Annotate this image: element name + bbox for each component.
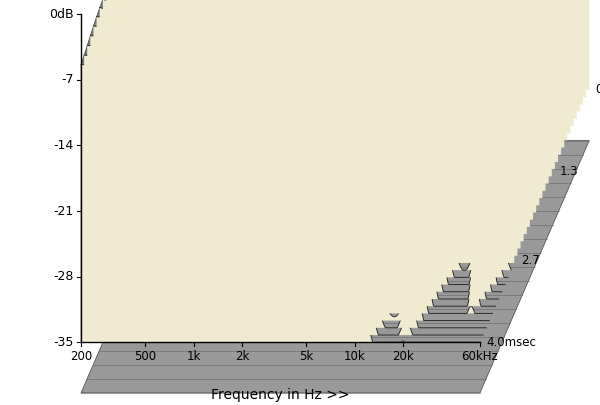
- Polygon shape: [103, 0, 502, 292]
- Polygon shape: [106, 0, 505, 285]
- Polygon shape: [100, 8, 499, 299]
- Text: -14: -14: [53, 139, 74, 152]
- Polygon shape: [112, 0, 511, 270]
- Text: 2k: 2k: [235, 350, 249, 362]
- Polygon shape: [169, 0, 568, 141]
- Text: 20k: 20k: [392, 350, 414, 362]
- Polygon shape: [190, 0, 589, 90]
- Text: 5k: 5k: [299, 350, 313, 362]
- Polygon shape: [156, 0, 555, 169]
- Text: 4.0msec: 4.0msec: [486, 336, 536, 349]
- Text: 500: 500: [134, 350, 156, 362]
- Polygon shape: [131, 0, 530, 227]
- Text: 0.0: 0.0: [595, 83, 600, 96]
- Polygon shape: [97, 17, 496, 306]
- Polygon shape: [91, 36, 490, 321]
- Polygon shape: [81, 0, 190, 342]
- Text: 1k: 1k: [187, 350, 201, 362]
- Text: -28: -28: [53, 270, 74, 283]
- Text: 0dB: 0dB: [49, 8, 74, 21]
- Text: 200: 200: [70, 350, 92, 362]
- Polygon shape: [172, 0, 571, 133]
- Polygon shape: [87, 45, 486, 328]
- Text: -21: -21: [53, 205, 74, 217]
- Polygon shape: [122, 0, 521, 249]
- Text: 1.3: 1.3: [560, 165, 578, 179]
- Polygon shape: [143, 0, 542, 198]
- Polygon shape: [81, 64, 480, 342]
- Text: 2.7: 2.7: [521, 254, 540, 267]
- Polygon shape: [84, 55, 483, 335]
- Polygon shape: [184, 0, 583, 104]
- Polygon shape: [118, 0, 517, 256]
- Polygon shape: [128, 0, 527, 234]
- Polygon shape: [115, 0, 514, 263]
- Polygon shape: [109, 0, 508, 277]
- Polygon shape: [125, 0, 524, 241]
- Polygon shape: [175, 0, 574, 126]
- Polygon shape: [94, 26, 493, 313]
- Polygon shape: [187, 0, 586, 97]
- Polygon shape: [149, 0, 548, 183]
- Text: 10k: 10k: [344, 350, 365, 362]
- Polygon shape: [153, 0, 552, 177]
- Polygon shape: [134, 0, 533, 220]
- Text: 60kHz: 60kHz: [461, 350, 499, 362]
- Polygon shape: [178, 0, 577, 119]
- Polygon shape: [81, 141, 589, 393]
- Text: -7: -7: [61, 73, 74, 86]
- Polygon shape: [165, 0, 564, 147]
- Polygon shape: [159, 0, 558, 162]
- Text: Frequency in Hz >>: Frequency in Hz >>: [211, 388, 350, 402]
- Polygon shape: [140, 0, 539, 205]
- Polygon shape: [146, 0, 545, 191]
- Polygon shape: [181, 0, 580, 111]
- Text: -35: -35: [53, 336, 74, 349]
- Polygon shape: [162, 0, 561, 155]
- Polygon shape: [137, 0, 536, 213]
